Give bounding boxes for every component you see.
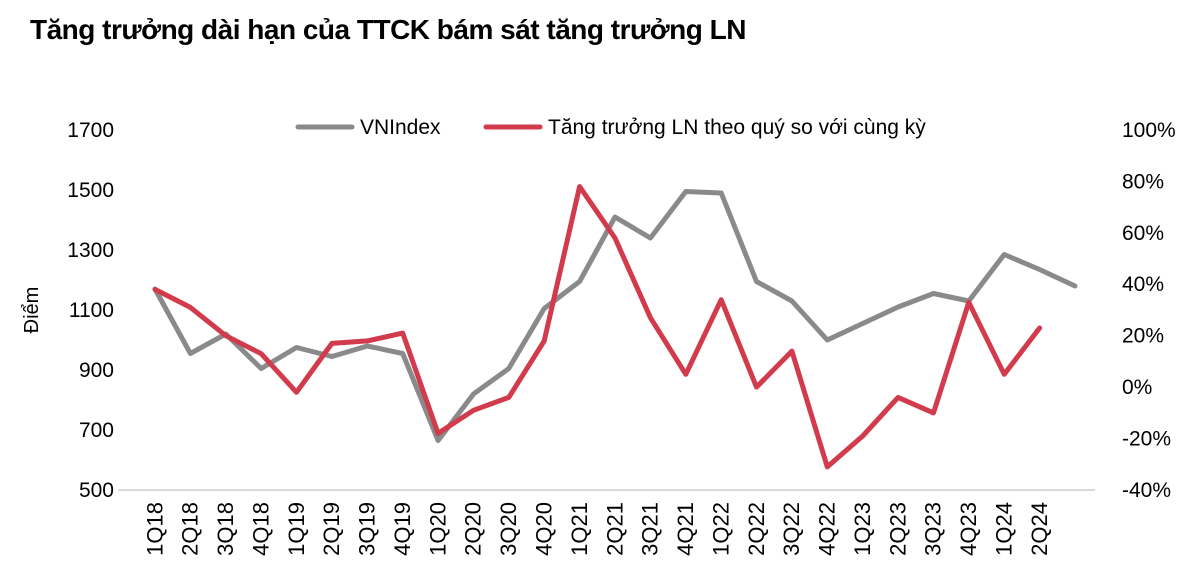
x-axis-tick-label: 3Q18 — [213, 502, 238, 556]
right-axis-tick-label: 60% — [1122, 222, 1164, 245]
x-axis-tick-label: 4Q19 — [390, 502, 415, 556]
x-axis-tick-label: 4Q23 — [956, 502, 981, 556]
left-axis-tick-label: 1100 — [69, 299, 114, 322]
right-axis-tick-label: -20% — [1122, 428, 1171, 451]
x-axis-tick-label: 3Q20 — [496, 502, 521, 556]
x-axis-tick-label: 1Q24 — [991, 502, 1016, 556]
x-axis-tick-label: 4Q21 — [673, 502, 698, 556]
x-axis-tick-label: 2Q20 — [461, 502, 486, 556]
x-axis-tick-label: 1Q20 — [425, 502, 450, 556]
right-axis-tick-label: 0% — [1122, 376, 1152, 399]
x-axis-tick-label: 2Q21 — [602, 502, 627, 556]
x-axis-tick-label: 2Q22 — [744, 502, 769, 556]
vnindex-line — [152, 189, 1078, 443]
legend-profit-growth-label: Tăng trưởng LN theo quý so với cùng kỳ — [548, 116, 926, 139]
x-axis-tick-label: 4Q22 — [815, 502, 840, 556]
left-axis-tick-label: 1500 — [67, 179, 114, 202]
right-axis-tick-label: -40% — [1122, 479, 1171, 502]
chart-title: Tăng trưởng dài hạn của TTCK bám sát tăn… — [30, 14, 747, 45]
x-axis-tick-label: 4Q18 — [248, 502, 273, 556]
x-axis-tick-label: 2Q19 — [319, 502, 344, 556]
x-axis-tick-label: 2Q23 — [885, 502, 910, 556]
right-axis-tick-label: 40% — [1122, 273, 1164, 296]
x-axis-tick-label: 2Q24 — [1027, 502, 1052, 556]
x-axis-tick-label: 4Q20 — [531, 502, 556, 556]
left-axis-tick-label: 1300 — [67, 239, 114, 262]
x-axis-tick-label: 2Q18 — [178, 502, 203, 556]
left-axis-tick-label: 1700 — [67, 119, 114, 142]
x-axis-tick-label: 3Q21 — [638, 502, 663, 556]
legend-vnindex-label: VNIndex — [360, 116, 441, 139]
x-axis-tick-label: 1Q18 — [142, 502, 167, 556]
profit-growth-line — [152, 184, 1043, 470]
left-axis-title: Điểm — [21, 287, 43, 334]
x-axis-tick-label: 1Q23 — [850, 502, 875, 556]
right-axis-tick-label: 20% — [1122, 325, 1164, 348]
left-axis-tick-label: 500 — [79, 479, 114, 502]
right-axis-tick-label: 100% — [1122, 119, 1176, 142]
x-axis-tick-label: 3Q22 — [779, 502, 804, 556]
x-axis-tick-label: 3Q23 — [921, 502, 946, 556]
x-axis-tick-label: 1Q19 — [284, 502, 309, 556]
right-axis-tick-label: 80% — [1122, 170, 1164, 193]
left-axis-tick-label: 900 — [79, 359, 114, 382]
x-axis-tick-label: 3Q19 — [355, 502, 380, 556]
x-axis-tick-label: 1Q22 — [708, 502, 733, 556]
x-axis-tick-label: 1Q21 — [567, 502, 592, 556]
left-axis-tick-label: 700 — [79, 419, 114, 442]
